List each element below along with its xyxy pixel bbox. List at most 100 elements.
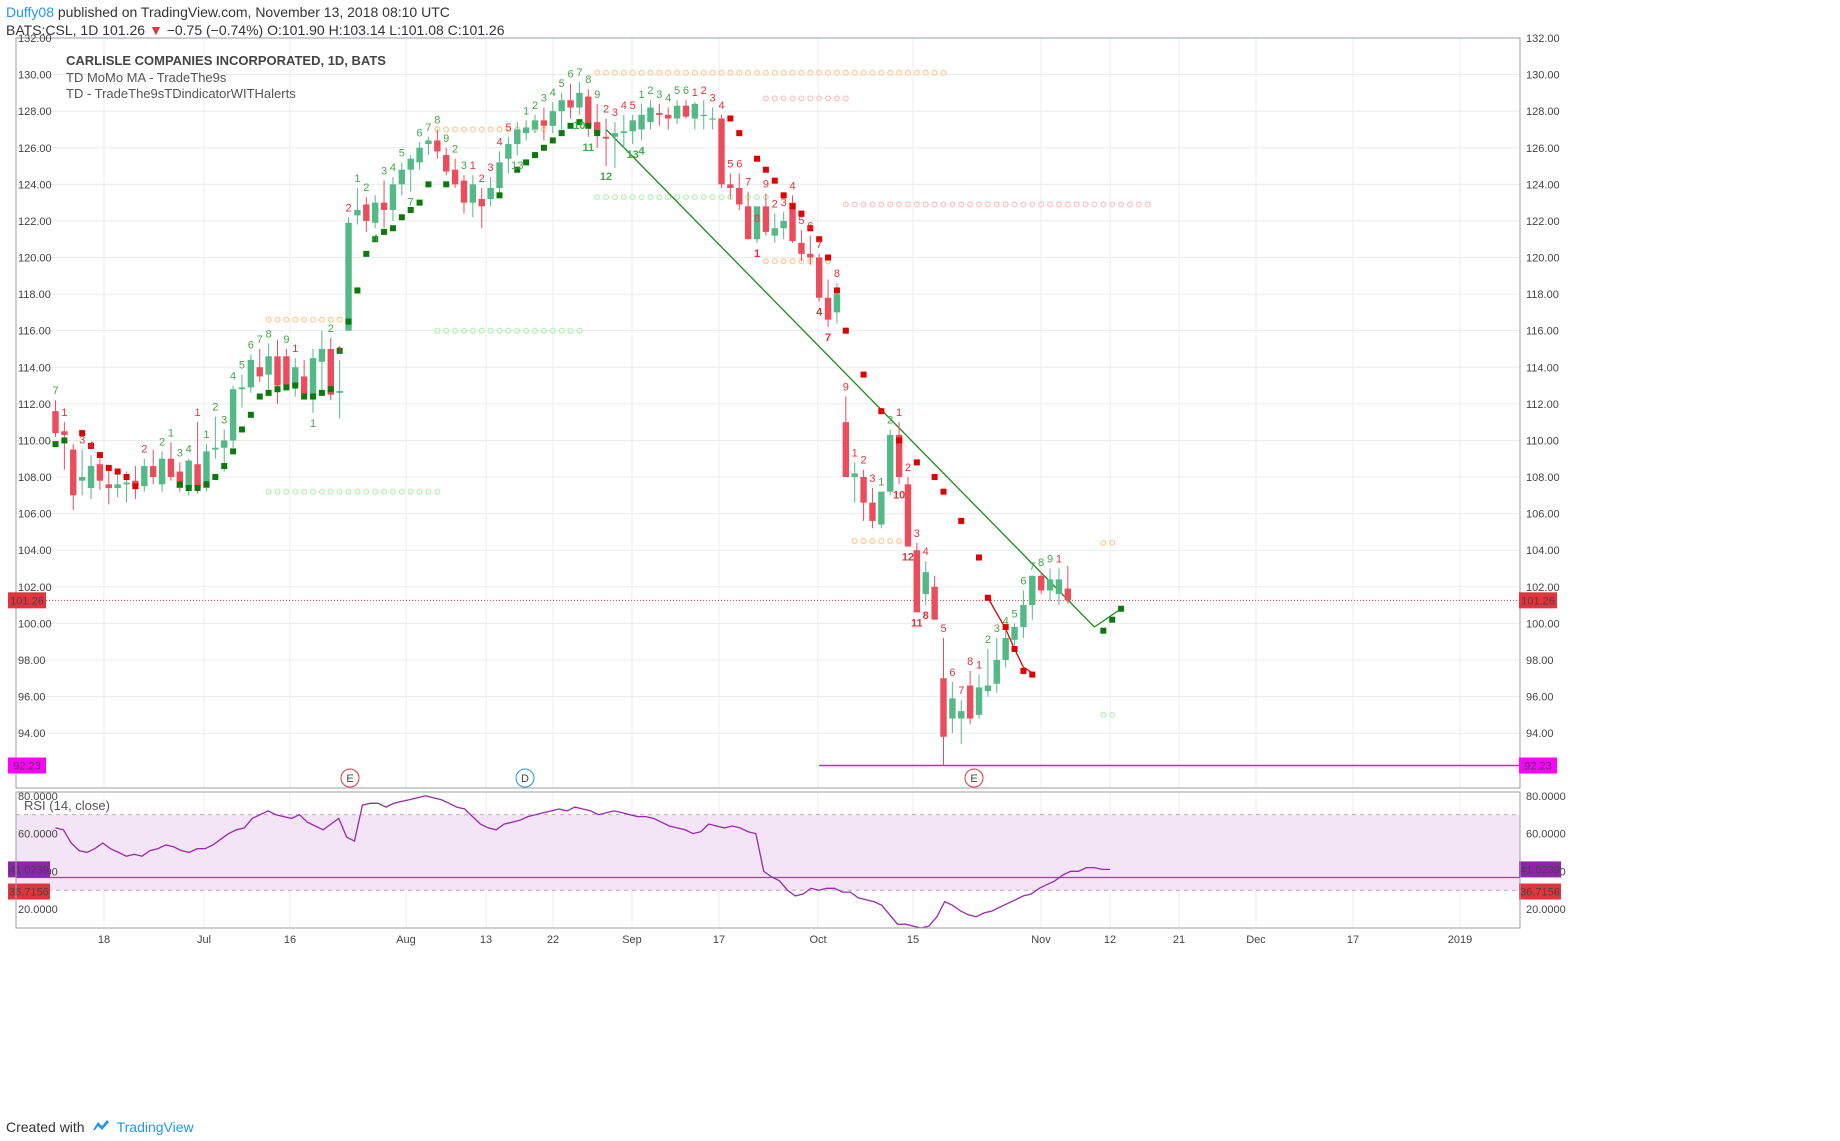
- momo-ma-point: [540, 144, 547, 151]
- candle-body: [753, 206, 761, 240]
- td-setup-count: 5: [727, 158, 733, 170]
- tdst-dot: [753, 194, 761, 201]
- candle-body: [638, 114, 645, 130]
- y-tick-left: 114.00: [18, 362, 51, 374]
- momo-ma-point: [114, 468, 121, 475]
- x-tick-label: 17: [713, 934, 725, 946]
- td-setup-count: 3: [488, 162, 494, 174]
- tdst-dot: [780, 95, 787, 102]
- tdst-dot: [487, 126, 494, 133]
- tdst-dot: [771, 258, 778, 265]
- momo-ma-point: [132, 483, 139, 490]
- tdst-dot: [647, 69, 654, 76]
- td-countdown-count: 11: [582, 142, 594, 154]
- candle-body: [842, 422, 850, 478]
- candle-body: [78, 477, 86, 481]
- down-arrow-icon: ▼: [148, 22, 163, 38]
- y-tick-right: 114.00: [1526, 362, 1559, 374]
- ohlc-values: O:101.90 H:103.14 L:101.08 C:101.26: [267, 22, 505, 38]
- tdst-dot: [478, 327, 485, 334]
- tdst-dot: [842, 95, 849, 102]
- tdst-dot: [274, 488, 281, 495]
- tdst-dot: [443, 126, 450, 133]
- candle-body: [194, 464, 201, 488]
- candle-body: [993, 659, 1000, 684]
- candle-body: [123, 482, 130, 485]
- tdst-dot: [1144, 201, 1151, 208]
- tdst-dot: [1029, 201, 1036, 208]
- candle-body: [869, 502, 876, 521]
- tdst-dot: [691, 194, 698, 201]
- candle-body: [789, 202, 796, 242]
- momo-ma-point: [1118, 605, 1125, 612]
- y-tick-right: 124.00: [1526, 179, 1560, 191]
- tdst-dot: [407, 488, 414, 495]
- td-setup-count: 8: [754, 213, 760, 225]
- tdst-dot: [505, 126, 512, 133]
- candle-body: [736, 188, 743, 205]
- tdst-dot: [789, 69, 796, 76]
- tdst-dot: [460, 126, 468, 133]
- x-tick-label: Sep: [622, 934, 642, 946]
- candle-body: [540, 120, 548, 126]
- tdst-dot: [869, 537, 876, 545]
- momo-ma-point: [842, 327, 849, 334]
- tdst-dot: [549, 327, 556, 334]
- td-setup-count: 8: [967, 656, 973, 668]
- momo-ma-point: [798, 210, 805, 217]
- momo-ma-point: [88, 442, 95, 449]
- rsi-tick-left: 60.0000: [18, 829, 58, 841]
- tdst-dot: [718, 194, 725, 201]
- candle-body: [975, 687, 983, 715]
- tdst-dot: [967, 201, 974, 208]
- tdst-dot: [949, 201, 956, 208]
- candle-body: [656, 113, 663, 115]
- td-setup-count: 1: [168, 427, 174, 439]
- candle-body: [203, 451, 210, 488]
- td-setup-count: 7: [408, 197, 414, 209]
- td-setup-count: 1: [354, 173, 360, 185]
- tdst-dot: [913, 201, 920, 208]
- symbol-line: BATS:CSL, 1D 101.26 ▼ −0.75 (−0.74%) O:1…: [6, 20, 505, 40]
- y-tick-left: 104.00: [18, 545, 52, 557]
- momo-ma-point: [416, 199, 423, 206]
- candle-body: [531, 120, 539, 130]
- tdst-dot: [718, 69, 725, 76]
- candle-body: [389, 184, 397, 210]
- candle-body: [966, 685, 974, 719]
- td-setup-count: 9: [843, 382, 849, 394]
- momo-ma-point: [896, 437, 903, 444]
- momo-ma-point: [1011, 645, 1018, 652]
- tdst-dot: [1118, 201, 1125, 208]
- y-tick-right: 108.00: [1526, 472, 1560, 484]
- tdst-dot: [1082, 201, 1089, 208]
- rsi-pane: 20.000020.000040.000040.000060.000060.00…: [8, 791, 1566, 929]
- tdst-dot: [789, 258, 796, 265]
- candle-body: [336, 391, 343, 393]
- candle-body: [327, 348, 334, 395]
- tdst-dot: [301, 316, 308, 323]
- tdst-dot: [434, 327, 441, 334]
- tdst-dot: [336, 316, 343, 323]
- x-tick-label: Dec: [1246, 934, 1266, 946]
- candle-body: [1020, 605, 1027, 628]
- momo-ma-point: [789, 203, 796, 210]
- tdst-dot: [460, 327, 468, 334]
- tradingview-brand[interactable]: TradingView: [116, 1119, 194, 1135]
- td-setup-count: 3: [177, 447, 183, 459]
- y-tick-right: 110.00: [1526, 435, 1559, 447]
- candle-body: [824, 297, 832, 320]
- author-link[interactable]: Duffy08: [6, 4, 54, 20]
- candle-body: [984, 685, 992, 692]
- y-tick-left: 118.00: [18, 289, 51, 301]
- tdst-dot: [594, 69, 601, 76]
- y-tick-left: 120.00: [18, 253, 52, 265]
- td-setup-count: 3: [541, 93, 547, 105]
- momo-ma-point: [265, 389, 272, 396]
- tdst-dot: [345, 488, 352, 495]
- tdst-dot: [674, 69, 681, 76]
- tdst-dot: [807, 69, 814, 76]
- x-tick-label: 17: [1347, 934, 1359, 946]
